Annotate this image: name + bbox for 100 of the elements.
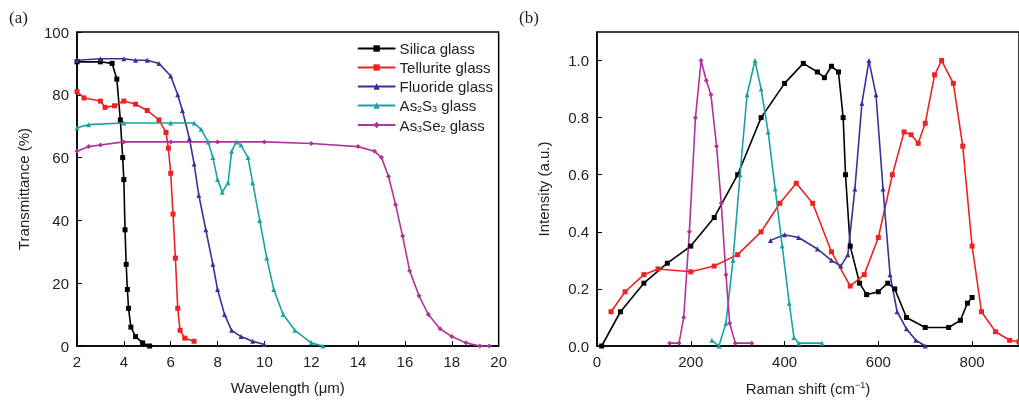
point — [723, 320, 729, 326]
point — [177, 327, 183, 333]
point — [852, 186, 858, 192]
point — [261, 139, 267, 145]
y-tick-label: 100 — [43, 23, 69, 41]
point — [170, 211, 176, 217]
y-axis-title: Intensity (a.u.) — [535, 141, 552, 237]
point — [622, 289, 628, 295]
point — [126, 305, 132, 311]
legend-label: Fluoride glass — [399, 78, 494, 95]
x-tick-label: 20 — [490, 353, 507, 370]
point — [308, 140, 314, 146]
point — [866, 58, 872, 64]
point — [819, 340, 825, 346]
point — [758, 86, 764, 92]
point — [74, 148, 80, 154]
point — [655, 266, 661, 272]
x-tick-label: 800 — [959, 353, 985, 370]
point — [641, 280, 647, 286]
point — [144, 108, 150, 113]
point — [111, 103, 117, 109]
point — [922, 120, 928, 126]
point — [950, 80, 956, 86]
legend-label: Tellurite glass — [399, 59, 491, 76]
point — [123, 261, 129, 267]
point — [749, 340, 755, 346]
point — [889, 172, 895, 178]
point — [664, 260, 670, 266]
point — [165, 145, 171, 151]
point — [800, 60, 806, 66]
point — [168, 120, 174, 126]
y-tick-label: 80 — [52, 86, 69, 104]
point — [168, 139, 174, 145]
point — [782, 232, 788, 238]
point — [828, 63, 834, 69]
point — [978, 309, 984, 315]
point — [885, 280, 891, 286]
x-tick-label: 16 — [396, 353, 414, 370]
point — [922, 343, 928, 349]
point — [688, 243, 694, 249]
legend-label: Silica glass — [399, 40, 475, 57]
point — [845, 252, 851, 258]
point — [793, 180, 799, 186]
point — [686, 229, 692, 235]
point — [437, 326, 443, 332]
point — [946, 324, 952, 330]
point — [486, 343, 492, 349]
point — [903, 314, 909, 320]
point — [191, 120, 197, 126]
point — [901, 129, 907, 135]
point — [97, 142, 103, 148]
point — [711, 215, 717, 221]
point — [873, 92, 879, 98]
point — [1007, 337, 1013, 343]
x-tick-label: 600 — [865, 353, 891, 370]
point — [667, 340, 673, 346]
point — [121, 98, 127, 104]
point — [960, 143, 966, 149]
point — [692, 115, 698, 121]
y-axis-title: Transmittance (%) — [15, 128, 32, 250]
point — [238, 142, 244, 148]
point — [758, 115, 764, 121]
point — [796, 340, 802, 346]
point — [250, 338, 256, 344]
point — [969, 294, 975, 300]
point — [922, 324, 928, 330]
x-tick-label: 8 — [213, 353, 222, 370]
x-tick-label: 12 — [302, 353, 320, 370]
point — [859, 100, 865, 106]
point — [779, 243, 785, 249]
chart-title: (a) — [9, 8, 28, 27]
point — [117, 117, 123, 123]
x-axis-title: Wavelength (μm) — [230, 379, 345, 396]
point — [124, 286, 130, 292]
point — [222, 312, 228, 318]
point — [229, 148, 235, 154]
point — [732, 340, 738, 346]
point — [144, 57, 150, 63]
point — [915, 140, 921, 146]
point — [903, 326, 909, 332]
point — [791, 334, 797, 340]
point — [156, 60, 162, 66]
point — [179, 108, 185, 113]
x-tick-label: 2 — [72, 353, 82, 370]
point — [711, 263, 717, 269]
point — [163, 129, 169, 135]
point — [120, 155, 126, 161]
point — [810, 200, 816, 206]
point — [168, 170, 174, 176]
point — [74, 89, 80, 95]
x-tick-label: 200 — [678, 353, 704, 370]
point — [641, 272, 647, 278]
point — [257, 217, 263, 223]
point — [379, 155, 385, 161]
point — [847, 243, 853, 249]
point — [875, 235, 881, 241]
point — [782, 80, 788, 86]
point — [857, 280, 863, 286]
point — [875, 289, 881, 295]
point — [210, 261, 216, 267]
